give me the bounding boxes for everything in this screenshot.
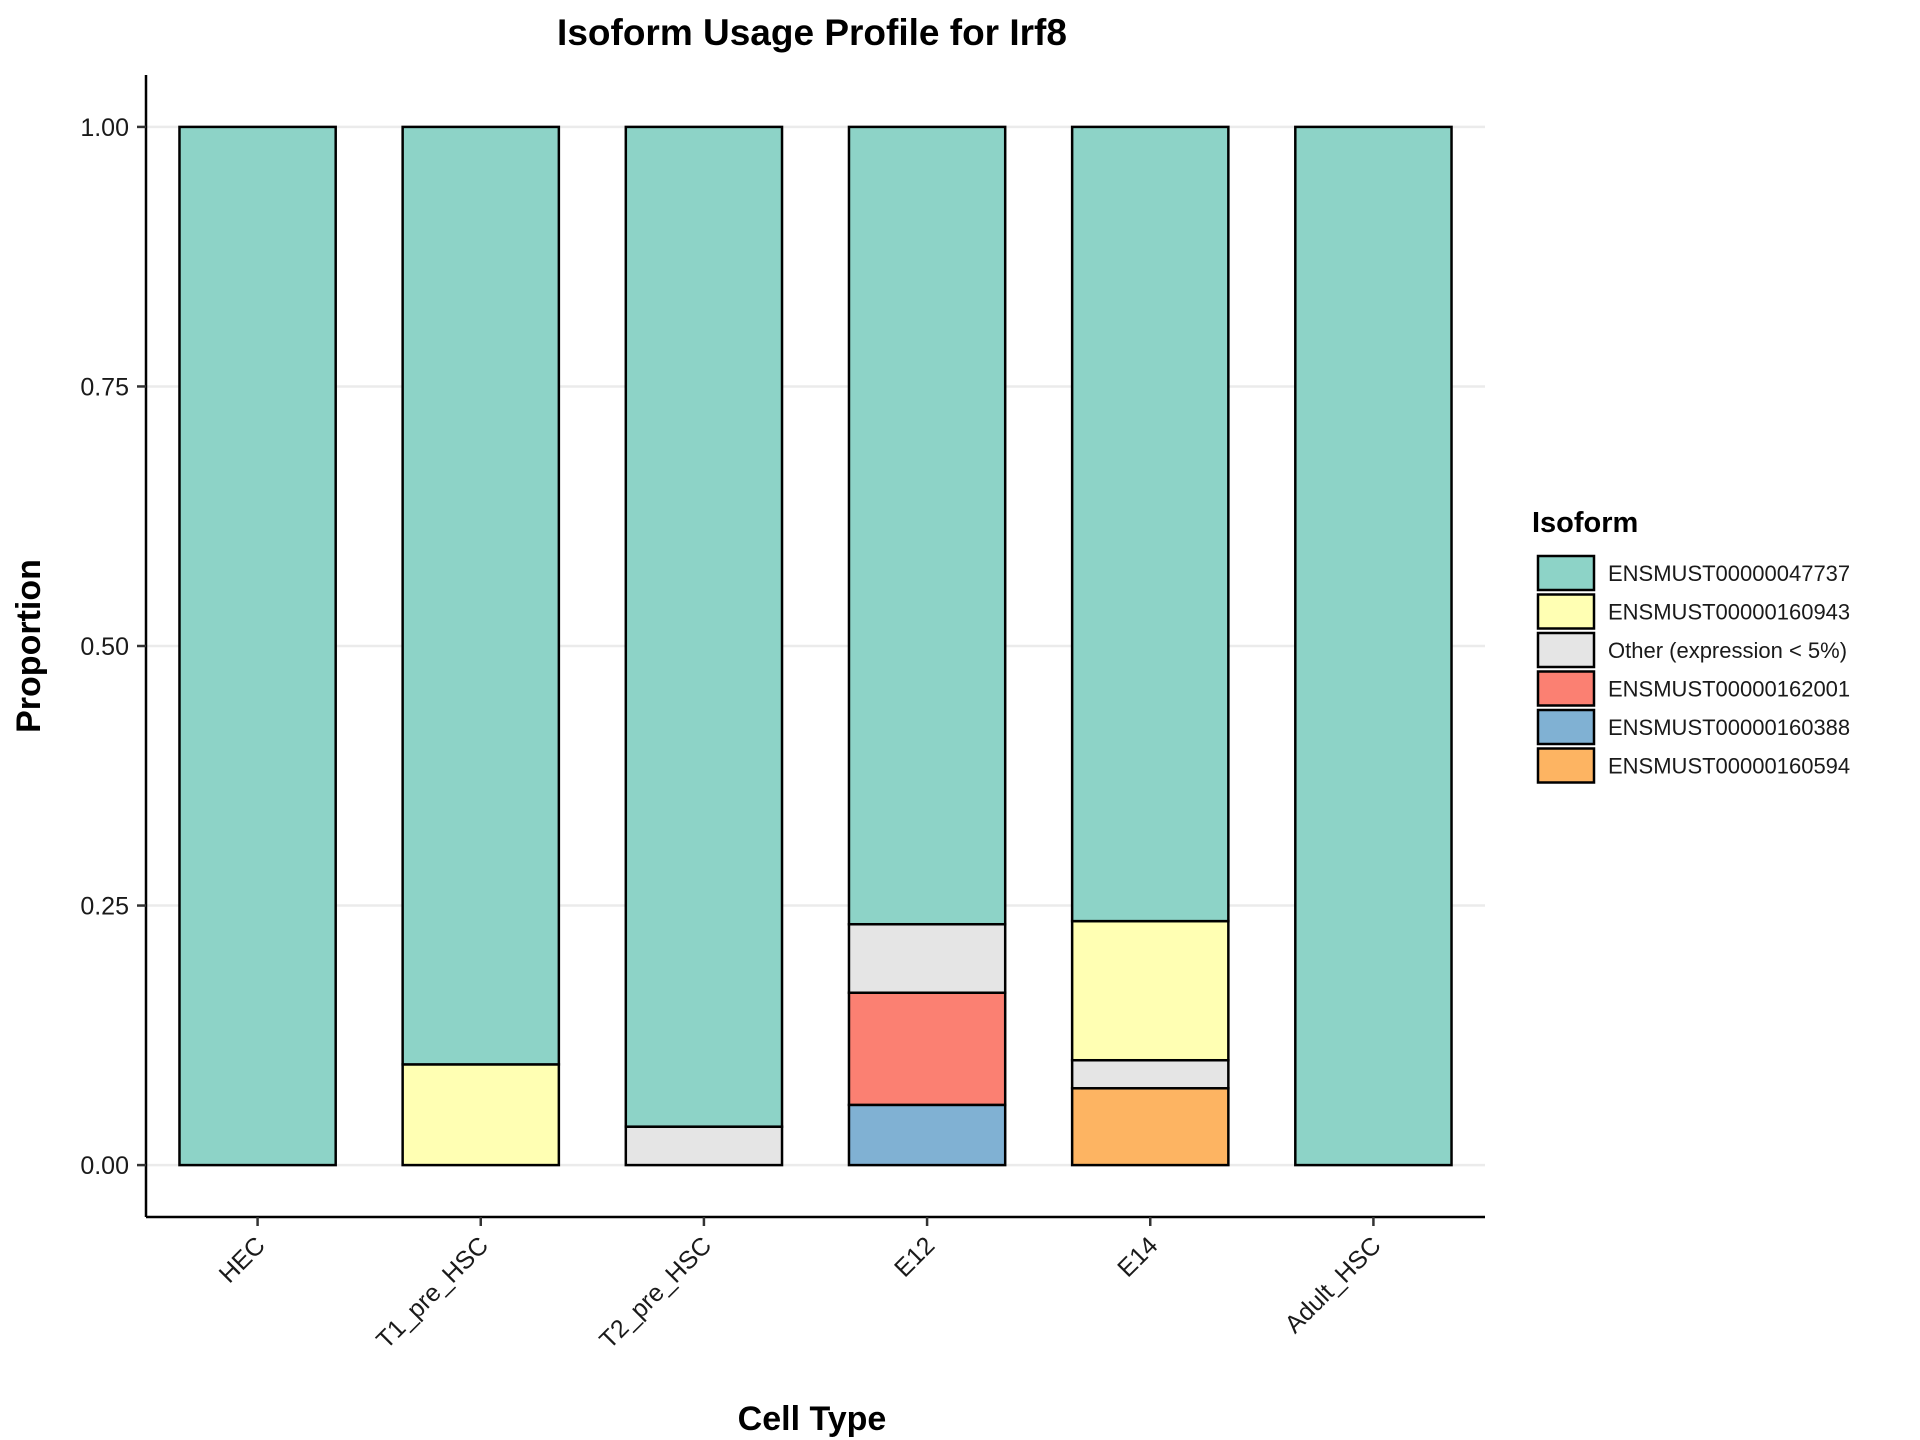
legend-label: ENSMUST00000160388 [1608, 715, 1850, 740]
legend-key [1536, 670, 1596, 707]
gridlines [146, 125, 1485, 1167]
x-tick-label: E14 [1112, 1231, 1163, 1282]
y-tick-label: 0.75 [80, 373, 129, 401]
bar-segment [1070, 1087, 1230, 1167]
y-tick-label: 0.50 [80, 633, 129, 661]
bar-segment [847, 991, 1007, 1107]
x-tick-label: T1_pre_HSC [371, 1231, 494, 1354]
x-tick-labels: HEC T1_pre_HSC T2_pre_HSC E12 E14 Adult_HSC [214, 1231, 1387, 1354]
y-axis-title: Proportion [10, 559, 48, 733]
bar-segment [401, 1063, 561, 1167]
x-tick-label: Adult_HSC [1279, 1231, 1386, 1338]
bar-segment [624, 125, 784, 1128]
y-tick-labels: 0.00 0.25 0.50 0.75 1.00 [80, 114, 129, 1180]
legend-key [1536, 747, 1596, 784]
bar-segment [1070, 125, 1230, 923]
x-tick-label: T2_pre_HSC [594, 1231, 717, 1354]
y-tick-label: 0.00 [80, 1152, 129, 1180]
x-tick-label: E12 [889, 1231, 940, 1282]
axes [137, 75, 1485, 1226]
legend-key [1536, 554, 1596, 592]
y-tick-label: 1.00 [80, 114, 129, 142]
legend-label: ENSMUST00000160594 [1608, 754, 1850, 779]
bar-segment [624, 1125, 784, 1167]
legend-key [1536, 593, 1596, 630]
bar-segment [1070, 919, 1230, 1062]
x-tick-label: HEC [214, 1231, 271, 1288]
legend-label: ENSMUST00000160943 [1608, 600, 1850, 625]
x-axis-title: Cell Type [738, 1400, 887, 1438]
legend: Isoform ENSMUST00000047737 ENSMUST0000016… [1532, 507, 1850, 784]
bars [178, 125, 1453, 1167]
legend-label: ENSMUST00000047737 [1608, 561, 1850, 586]
legend-label: Other (expression < 5%) [1608, 638, 1847, 663]
legend-items: ENSMUST00000047737 ENSMUST00000160943 Othe… [1536, 554, 1850, 784]
bar-segment [178, 125, 337, 1167]
legend-label: ENSMUST00000162001 [1608, 677, 1850, 702]
bar-segment [401, 125, 561, 1066]
legend-key [1536, 631, 1596, 669]
bar-segment [1294, 125, 1453, 1167]
bar-segment [847, 1103, 1007, 1167]
legend-title: Isoform [1532, 507, 1638, 539]
chart-title: Isoform Usage Profile for Irf8 [557, 12, 1067, 53]
bar-segment [847, 125, 1007, 926]
y-tick-label: 0.25 [80, 893, 129, 921]
bar-segment [847, 922, 1007, 995]
legend-key [1536, 708, 1596, 746]
bar-segment [1070, 1058, 1230, 1090]
